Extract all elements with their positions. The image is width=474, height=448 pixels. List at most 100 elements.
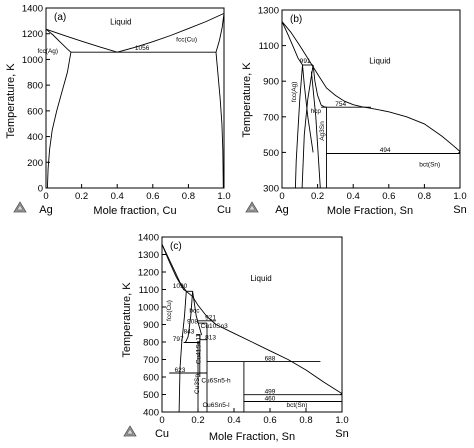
panel-a-ag-cu: 0 200 400 600 800 1000 1200 1400 0 0.2 0.4 0.6 0.8 1.… [22,4,231,217]
phase-annotation: 908 [187,319,198,326]
phase-annotation: hcp [311,108,322,115]
x-end-label: Sn [335,428,348,440]
phase-annotation: 991 [300,58,311,65]
phase-boundary [192,291,203,336]
y-tick-label: 800 [143,338,159,349]
y-tick-label: 700 [143,355,159,366]
phase-annotation: fcc(Ag) [291,82,298,103]
phase-annotation: 797 [173,336,184,343]
x-tick-label: 0.2 [311,191,324,202]
phase-boundary [294,64,303,189]
phase-boundary [178,291,187,413]
x-end-label: Ag [39,204,52,216]
phase-annotation: bct(Sn) [287,402,308,409]
phase-annotation: Liquid [250,274,271,283]
phase-annotation: bct(Sn) [419,162,440,169]
phase-annotation: Cu41Sn11 [196,334,203,365]
phase-boundary [117,12,225,53]
phase-boundary [161,244,343,394]
y-tick-label: 800 [27,81,43,92]
phase-annotation: Cu3Sn [194,374,201,394]
phase-annotation: 1090 [173,283,188,290]
x-tick-label: 0.2 [191,415,204,426]
y-tick-label: 400 [27,132,43,143]
y-tick-label: 1300 [258,6,279,17]
phase-annotation: fcc(Cu) [166,300,173,321]
x-end-label: Cu [217,204,231,216]
panel-label: (b) [290,14,302,25]
phase-annotation: 623 [175,367,186,374]
x-tick-label: 0.6 [382,191,395,202]
x-tick-label: 0 [279,191,284,202]
phase-annotation: fcc(Ag) [37,48,58,55]
phase-boundary [457,151,461,154]
x-tick-label: 0.6 [146,191,159,202]
phase-annotation: 921 [205,315,216,322]
x-tick-label: 1.0 [335,415,348,426]
panel-c-cu-sn: 400 500 600 700 800 900 1000 1100 1200 1300 1400 0 0… [138,233,349,441]
panel-b-ag-sn: 300 500 700 900 1100 1300 0 0.2 0.4 0.6 0.8 1.0 Ag Sn… [258,6,467,217]
phase-boundary [281,21,461,152]
phase-annotation: 460 [265,395,276,402]
phase-boundary [339,393,343,396]
panel-a-ylabel: Temperature, K [5,63,17,139]
x-tick-label: 1.0 [217,191,230,202]
panel-c-ylabel: Temperature, K [121,282,133,358]
x-tick-label: 1.0 [453,191,466,202]
y-tick-label: 0 [38,184,43,195]
phase-annotation: Cu10Sn3 [201,323,228,330]
phase-boundary [281,21,303,66]
y-tick-label: 1400 [22,4,43,15]
phase-boundary [312,64,327,108]
phase-boundary [184,291,194,343]
phase-annotation: 813 [205,334,216,341]
phase-boundary [45,28,118,53]
y-tick-label: 500 [143,390,159,401]
phase-annotation: 688 [265,355,276,362]
y-tick-label: 1000 [22,55,43,66]
phase-annotation: bcc [189,307,200,314]
x-end-label: Ag [275,204,288,216]
phase-boundary [301,64,314,189]
phase-boundary [45,28,72,53]
y-tick-label: 600 [143,373,159,384]
panel-label: (a) [54,12,66,23]
x-tick-label: 0.4 [227,415,240,426]
y-tick-label: 700 [263,112,279,123]
x-end-label: Sn [453,204,466,216]
y-tick-label: 300 [263,184,279,195]
y-tick-label: 1300 [138,250,159,261]
y-tick-label: 900 [143,320,159,331]
phase-annotation: 754 [335,101,346,108]
y-tick-label: 1000 [138,303,159,314]
x-end-label: Cu [155,428,169,440]
phase-boundary [161,244,187,292]
thermo-calc-logo-icon [245,201,259,213]
phase-annotation: fcc(Cu) [176,36,197,43]
panel-b-ylabel: Temperature, K [241,62,253,138]
x-tick-label: 0.8 [182,191,195,202]
phase-annotation: 494 [380,147,391,154]
phase-annotation: 1056 [135,45,150,52]
y-tick-label: 1200 [138,268,159,279]
phase-annotation: Liquid [369,56,390,65]
x-tick-label: 0.6 [263,415,276,426]
x-tick-label: 0.4 [111,191,124,202]
y-tick-label: 1100 [259,41,279,52]
panel-label: (c) [170,241,182,252]
x-tick-label: 0 [159,415,164,426]
y-tick-label: 900 [263,77,279,88]
phase-boundary [310,71,321,189]
y-tick-label: 600 [27,106,43,117]
y-tick-label: 1400 [138,233,159,244]
x-tick-label: 0 [43,191,48,202]
phase-annotation: 843 [184,328,195,335]
plot-frame [281,9,461,189]
x-tick-label: 0.8 [299,415,312,426]
phase-boundary [302,64,314,153]
panel-a-xlabel: Mole fraction, Cu [93,205,176,217]
panel-c-xlabel: Mole Fraction, Sn [209,431,295,443]
x-tick-label: 0.2 [75,191,88,202]
phase-annotation: Cu6Sn5-h [201,377,231,384]
